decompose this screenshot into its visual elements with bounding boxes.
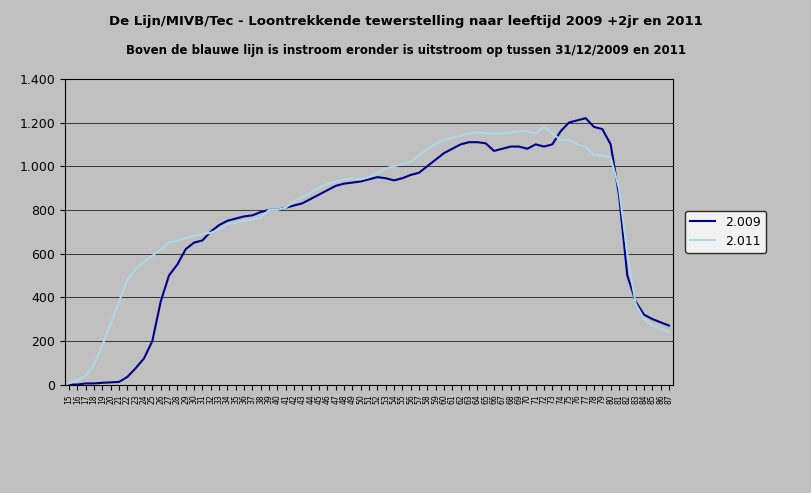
2.009 xyxy=(664,322,674,328)
2.011 xyxy=(539,124,549,130)
2.011 xyxy=(614,185,624,191)
Text: Boven de blauwe lijn is instroom eronder is uitstroom op tussen 31/12/2009 en 20: Boven de blauwe lijn is instroom eronder… xyxy=(126,44,685,57)
2.009 xyxy=(564,120,574,126)
2.009 xyxy=(614,192,624,198)
Line: 2.009: 2.009 xyxy=(69,118,669,385)
2.011 xyxy=(364,174,374,180)
2.009 xyxy=(198,238,208,244)
2.011 xyxy=(64,381,74,387)
2.011 xyxy=(589,152,599,158)
2.011 xyxy=(198,231,208,237)
2.011 xyxy=(573,141,582,147)
Text: De Lijn/MIVB/Tec - Loontrekkende tewerstelling naar leeftijd 2009 +2jr en 2011: De Lijn/MIVB/Tec - Loontrekkende tewerst… xyxy=(109,15,702,28)
2.009 xyxy=(589,124,599,130)
2.011 xyxy=(264,207,274,213)
2.009 xyxy=(64,382,74,387)
2.009 xyxy=(581,115,590,121)
Legend: 2.009, 2.011: 2.009, 2.011 xyxy=(685,211,766,253)
2.011 xyxy=(664,329,674,335)
2.009 xyxy=(364,176,374,182)
Line: 2.011: 2.011 xyxy=(69,127,669,384)
2.009 xyxy=(264,207,274,213)
